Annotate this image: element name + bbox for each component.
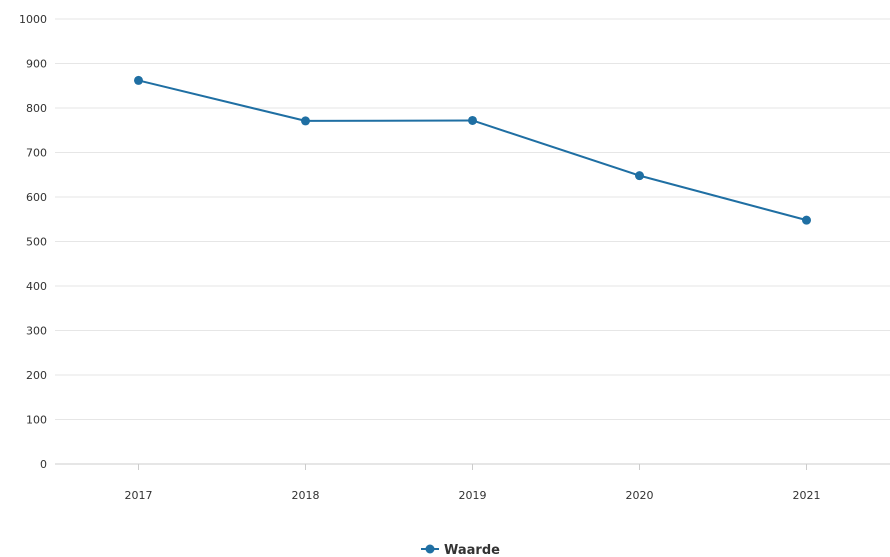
data-point[interactable]	[301, 116, 310, 126]
x-axis: 2017 2018 2019 2020 2021	[55, 463, 890, 502]
y-tick-label: 400	[26, 280, 47, 293]
legend-marker-icon	[425, 544, 435, 554]
y-tick-label: 500	[26, 236, 47, 249]
y-tick-label: 300	[26, 325, 47, 338]
x-tick-label: 2018	[292, 489, 320, 502]
x-tick-label: 2019	[459, 489, 487, 502]
data-point[interactable]	[635, 171, 644, 181]
y-tick-label: 200	[26, 369, 47, 382]
data-point[interactable]	[134, 75, 143, 85]
x-tick-label: 2017	[125, 489, 153, 502]
y-axis: 0 100 200 300 400 500 600 700 800 900 1000	[19, 13, 47, 471]
series-group	[134, 75, 811, 225]
x-tick-label: 2020	[626, 489, 654, 502]
y-tick-label: 800	[26, 102, 47, 115]
y-tick-label: 1000	[19, 13, 47, 26]
series-line	[138, 79, 807, 222]
legend-label-waarde: Waarde	[444, 543, 500, 557]
y-tick-label: 600	[26, 191, 47, 204]
grid-lines	[55, 18, 890, 420]
data-point[interactable]	[468, 115, 477, 125]
y-tick-label: 100	[26, 414, 47, 427]
y-tick-label: 0	[40, 458, 47, 471]
legend[interactable]: Waarde	[421, 543, 500, 557]
y-tick-label: 700	[26, 147, 47, 160]
y-tick-label: 900	[26, 58, 47, 71]
x-tick-label: 2021	[793, 489, 821, 502]
data-point[interactable]	[802, 215, 811, 225]
